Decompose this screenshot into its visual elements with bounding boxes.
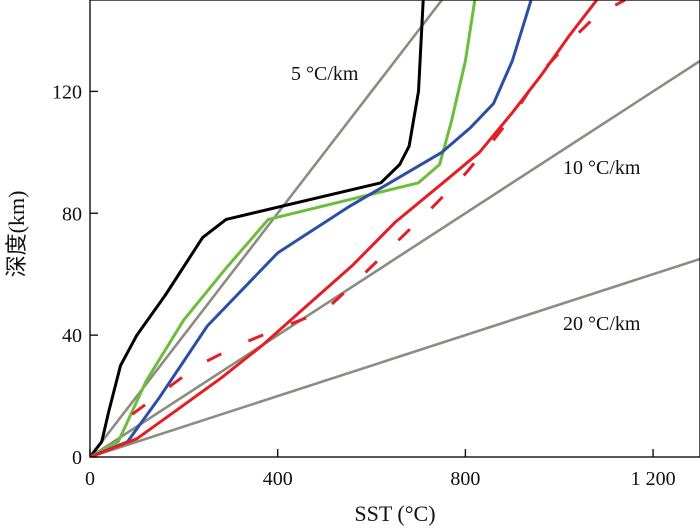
y-axis-title: 深度(km) [4,191,29,278]
geotherm-lines [90,0,700,457]
data-series [90,0,626,457]
x-tick-label: 1 200 [631,468,676,490]
geotherm-label-5: 5 °C/km [291,63,359,85]
geotherm-line-10 [90,59,700,457]
x-tick-label: 0 [85,468,95,490]
x-tick-label: 400 [263,468,293,490]
geotherm-label-20: 20 °C/km [563,313,641,335]
series-line-0 [90,0,425,457]
geotherm-line-20 [90,257,700,457]
geotherm-label-10: 10 °C/km [563,157,641,179]
series-line-3 [90,0,598,457]
plot-frame [89,0,700,458]
y-tick-label: 40 [62,325,82,347]
series-line-4 [131,0,626,416]
y-tick-label: 80 [62,203,82,225]
y-axis-ticks: 0 40 80 120 [52,81,98,469]
y-tick-label: 0 [72,447,82,469]
geotherm-line-5 [90,0,443,457]
x-axis-title: SST (°C) [354,501,435,526]
series-line-1 [90,0,477,457]
y-tick-label: 120 [52,81,82,103]
x-axis-ticks: 0 400 800 1 200 [85,449,676,490]
x-tick-label: 800 [450,468,480,490]
series-line-2 [90,0,533,457]
